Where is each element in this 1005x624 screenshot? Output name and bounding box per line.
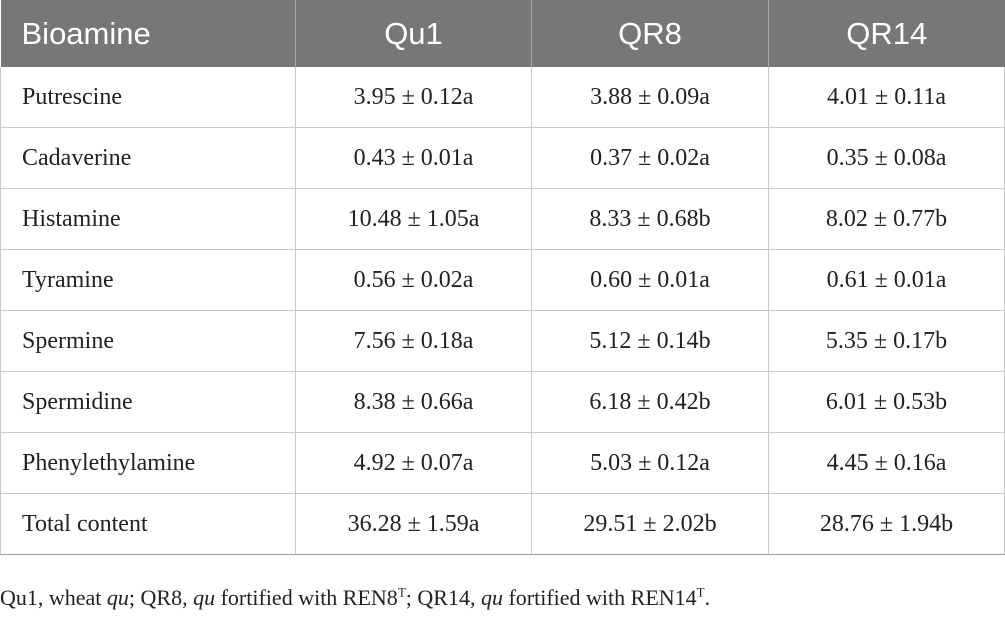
table-cell: 0.37 ± 0.02a bbox=[531, 127, 769, 189]
table-row: Spermidine 8.38 ± 0.66a 6.18 ± 0.42b 6.0… bbox=[0, 371, 1005, 433]
table-cell: 8.38 ± 0.66a bbox=[295, 371, 532, 433]
table-row: Putrescine 3.95 ± 0.12a 3.88 ± 0.09a 4.0… bbox=[0, 67, 1005, 128]
bioamine-table: Bioamine Qu1 QR8 QR14 Putrescine 3.95 ± … bbox=[0, 0, 1005, 555]
footnote-text: Qu1, wheat bbox=[0, 585, 107, 610]
header-bioamine: Bioamine bbox=[0, 0, 296, 67]
row-label: Histamine bbox=[0, 188, 296, 250]
table-cell: 4.45 ± 0.16a bbox=[768, 432, 1005, 494]
table-cell: 28.76 ± 1.94b bbox=[768, 493, 1005, 555]
table-row: Cadaverine 0.43 ± 0.01a 0.37 ± 0.02a 0.3… bbox=[0, 127, 1005, 189]
table-header-row: Bioamine Qu1 QR8 QR14 bbox=[0, 0, 1005, 67]
row-label: Tyramine bbox=[0, 249, 296, 311]
table-cell: 4.01 ± 0.11a bbox=[768, 67, 1005, 128]
footnote-text: ; QR14, bbox=[405, 585, 481, 610]
footnote-superscript: T bbox=[397, 584, 406, 600]
footnote-italic: qu bbox=[193, 585, 216, 610]
table-cell: 0.56 ± 0.02a bbox=[295, 249, 532, 311]
table-cell: 10.48 ± 1.05a bbox=[295, 188, 532, 250]
table-cell: 0.60 ± 0.01a bbox=[531, 249, 769, 311]
header-qr8: QR8 bbox=[531, 0, 769, 67]
table-row-total: Total content 36.28 ± 1.59a 29.51 ± 2.02… bbox=[0, 493, 1005, 555]
table-row: Phenylethylamine 4.92 ± 0.07a 5.03 ± 0.1… bbox=[0, 432, 1005, 494]
table-footnote: Qu1, wheat qu; QR8, qu fortified with RE… bbox=[0, 585, 1000, 611]
table-cell: 8.02 ± 0.77b bbox=[768, 188, 1005, 250]
bioamine-table-container: Bioamine Qu1 QR8 QR14 Putrescine 3.95 ± … bbox=[0, 0, 1005, 555]
footnote-italic: qu bbox=[106, 585, 129, 610]
footnote-text: . bbox=[704, 585, 711, 610]
header-qu1: Qu1 bbox=[295, 0, 532, 67]
footnote-superscript: T bbox=[696, 584, 705, 600]
footnote-text: ; QR8, bbox=[128, 585, 194, 610]
table-row: Histamine 10.48 ± 1.05a 8.33 ± 0.68b 8.0… bbox=[0, 188, 1005, 250]
table-cell: 3.88 ± 0.09a bbox=[531, 67, 769, 128]
footnote-text: fortified with REN14 bbox=[502, 585, 697, 610]
table-cell: 5.12 ± 0.14b bbox=[531, 310, 769, 372]
table-cell: 0.61 ± 0.01a bbox=[768, 249, 1005, 311]
table-cell: 0.35 ± 0.08a bbox=[768, 127, 1005, 189]
table-cell: 3.95 ± 0.12a bbox=[295, 67, 532, 128]
table-cell: 29.51 ± 2.02b bbox=[531, 493, 769, 555]
row-label: Phenylethylamine bbox=[0, 432, 296, 494]
footnote-italic: qu bbox=[480, 585, 503, 610]
table-cell: 6.01 ± 0.53b bbox=[768, 371, 1005, 433]
table-cell: 36.28 ± 1.59a bbox=[295, 493, 532, 555]
row-label: Cadaverine bbox=[0, 127, 296, 189]
table-cell: 5.03 ± 0.12a bbox=[531, 432, 769, 494]
table-row: Spermine 7.56 ± 0.18a 5.12 ± 0.14b 5.35 … bbox=[0, 310, 1005, 372]
row-label: Spermine bbox=[0, 310, 296, 372]
footnote-text: fortified with REN8 bbox=[215, 585, 398, 610]
table-cell: 7.56 ± 0.18a bbox=[295, 310, 532, 372]
table-cell: 4.92 ± 0.07a bbox=[295, 432, 532, 494]
table-cell: 6.18 ± 0.42b bbox=[531, 371, 769, 433]
table-cell: 5.35 ± 0.17b bbox=[768, 310, 1005, 372]
table-cell: 8.33 ± 0.68b bbox=[531, 188, 769, 250]
header-qr14: QR14 bbox=[768, 0, 1005, 67]
row-label: Total content bbox=[0, 493, 296, 555]
row-label: Spermidine bbox=[0, 371, 296, 433]
table-cell: 0.43 ± 0.01a bbox=[295, 127, 532, 189]
row-label: Putrescine bbox=[0, 67, 296, 128]
table-row: Tyramine 0.56 ± 0.02a 0.60 ± 0.01a 0.61 … bbox=[0, 249, 1005, 311]
